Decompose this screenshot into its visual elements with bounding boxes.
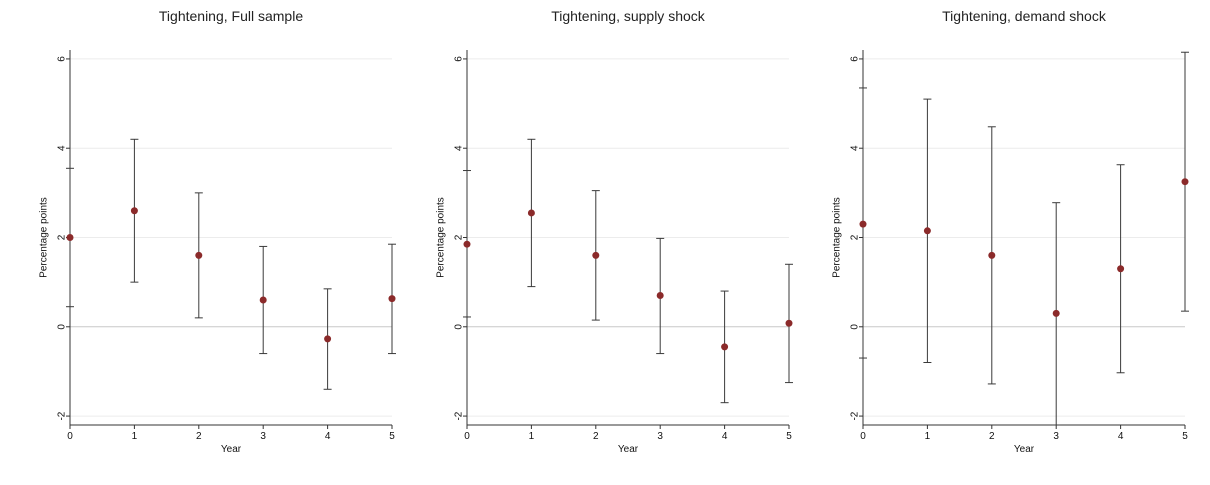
data-point — [1181, 178, 1189, 186]
y-tick-label: 6 — [454, 56, 465, 62]
chart-panel-full-sample: Tightening, Full sample -2 0 2 4 6 0 1 2 3 4 5 Year P… — [39, 8, 396, 455]
y-axis-label: Percentage points — [39, 197, 50, 278]
y-axis-label: Percentage points — [832, 197, 843, 278]
data-point — [195, 251, 203, 259]
x-tick-label: 1 — [529, 431, 535, 442]
x-tick-label: 5 — [1182, 431, 1188, 442]
y-tick-label: 0 — [850, 324, 861, 330]
x-tick-label: 2 — [593, 431, 599, 442]
chart-title: Tightening, supply shock — [551, 8, 706, 24]
x-axis-label: Year — [221, 444, 242, 455]
y-tick-label: -2 — [850, 411, 861, 420]
y-tick-label: 0 — [57, 324, 68, 330]
y-tick-label: 4 — [850, 145, 861, 151]
x-tick-label: 0 — [860, 431, 866, 442]
chart-title: Tightening, demand shock — [942, 8, 1107, 24]
data-point — [988, 251, 996, 259]
x-tick-label: 3 — [657, 431, 663, 442]
data-point — [527, 209, 535, 217]
data-point — [324, 335, 332, 343]
y-tick-label: -2 — [57, 411, 68, 420]
y-tick-label: 4 — [57, 145, 68, 151]
data-point — [1052, 309, 1060, 317]
y-tick-label: -2 — [454, 411, 465, 420]
x-tick-label: 3 — [260, 431, 266, 442]
y-tick-label: 2 — [454, 234, 465, 240]
x-axis-label: Year — [618, 444, 639, 455]
x-tick-label: 4 — [325, 431, 331, 442]
x-tick-label: 0 — [67, 431, 73, 442]
y-tick-label: 0 — [454, 324, 465, 330]
chart-panel-supply-shock: Tightening, supply shock -2 0 2 4 6 0 1 2 3 4 5 Year… — [436, 8, 793, 455]
data-point — [785, 319, 793, 327]
data-point — [859, 220, 867, 228]
x-tick-label: 4 — [722, 431, 728, 442]
data-point — [656, 292, 664, 300]
data-point — [259, 296, 267, 304]
x-tick-label: 4 — [1118, 431, 1124, 442]
data-point — [66, 234, 74, 241]
data-point — [1117, 265, 1125, 273]
chart-panel-demand-shock: Tightening, demand shock -2 0 2 4 6 0 1 2 3 4 5 Year… — [832, 8, 1189, 455]
x-tick-label: 1 — [132, 431, 138, 442]
x-tick-label: 5 — [786, 431, 792, 442]
data-point — [923, 227, 931, 235]
y-tick-label: 6 — [850, 56, 861, 62]
x-tick-label: 2 — [989, 431, 995, 442]
data-point — [130, 207, 138, 215]
y-tick-label: 2 — [850, 234, 861, 240]
x-tick-label: 1 — [925, 431, 931, 442]
y-axis-label: Percentage points — [436, 197, 447, 278]
data-point — [721, 343, 729, 351]
x-tick-label: 2 — [196, 431, 202, 442]
y-tick-label: 2 — [57, 234, 68, 240]
chart-title: Tightening, Full sample — [159, 8, 303, 24]
x-tick-label: 3 — [1053, 431, 1059, 442]
y-tick-label: 6 — [57, 56, 68, 62]
data-point — [592, 251, 600, 259]
x-tick-label: 5 — [389, 431, 395, 442]
data-point — [463, 240, 471, 248]
x-tick-label: 0 — [464, 431, 470, 442]
y-tick-label: 4 — [454, 145, 465, 151]
x-axis-label: Year — [1014, 444, 1035, 455]
data-point — [388, 295, 396, 303]
